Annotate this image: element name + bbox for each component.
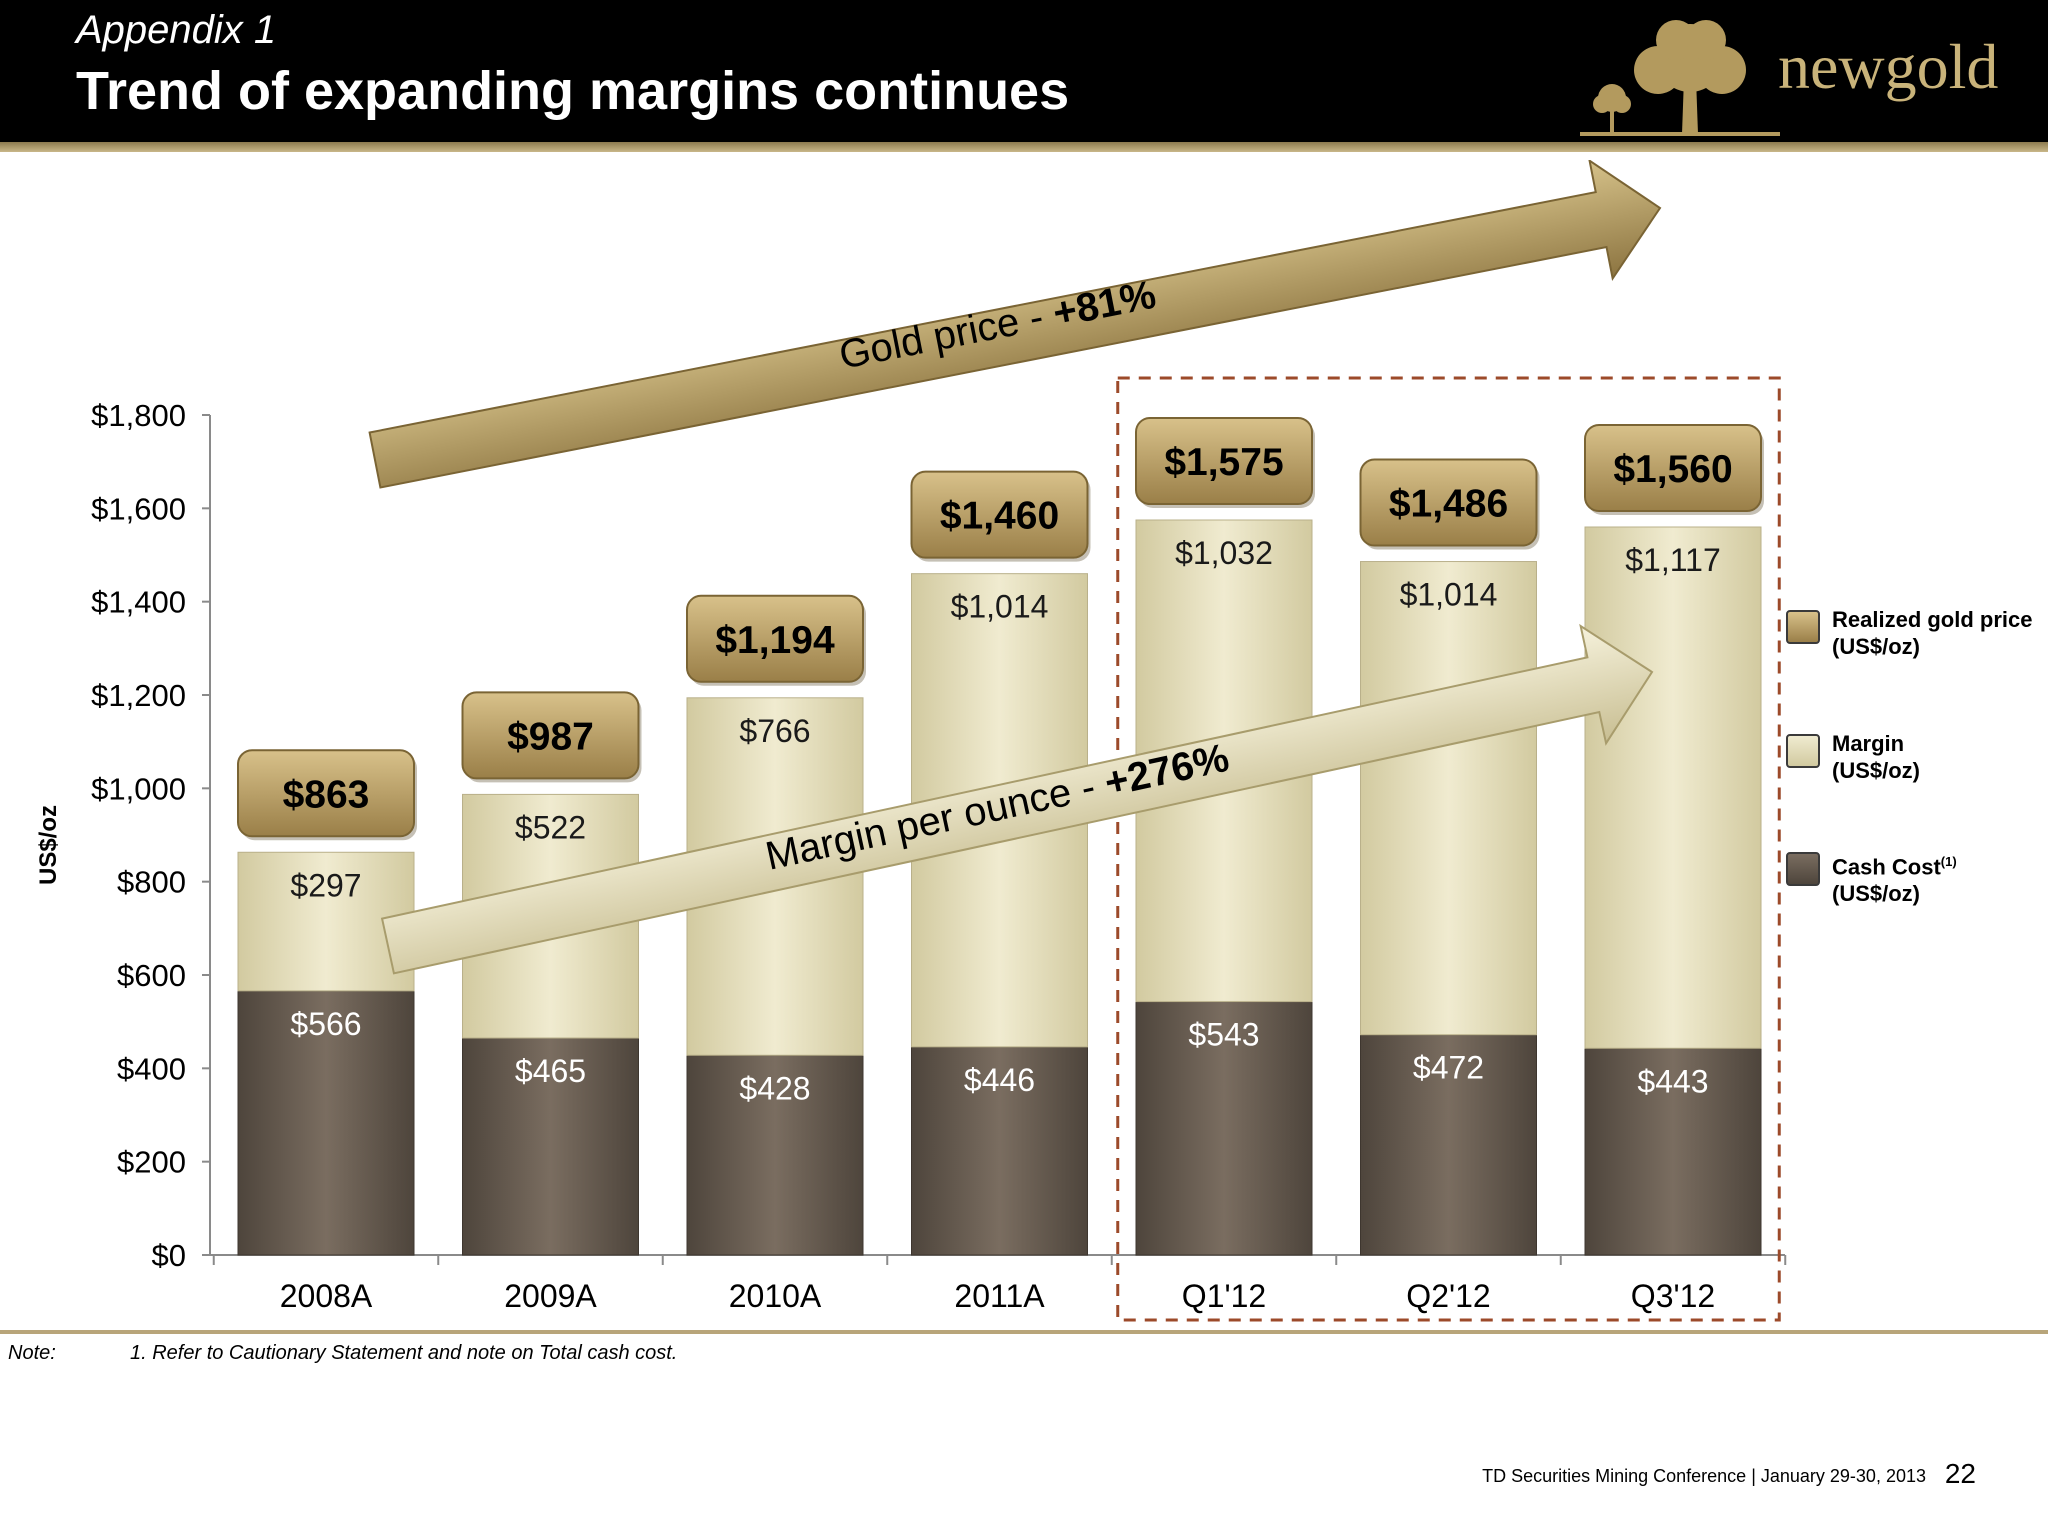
legend-swatch-margin bbox=[1786, 734, 1820, 768]
bar-cash-cost bbox=[1135, 1001, 1313, 1256]
stacked-bar-chart: $0 $200 $400 $600 $800 $1,000 $1,200 $1,400 $1,6… bbox=[35, 160, 1787, 1322]
y-tick-label: $1,400 bbox=[91, 585, 186, 620]
legend-cash-cost-title: Cash Cost bbox=[1832, 854, 1941, 880]
gold-price-arrow-shape bbox=[368, 160, 1662, 489]
cash-cost-value-label: $465 bbox=[515, 1053, 586, 1089]
x-tick-label: Q1'12 bbox=[1182, 1278, 1266, 1314]
bar-cash-cost bbox=[237, 990, 415, 1256]
cash-cost-value-label: $446 bbox=[964, 1062, 1035, 1098]
x-tick-label: Q3'12 bbox=[1631, 1278, 1715, 1314]
y-tick-label: $200 bbox=[117, 1145, 186, 1180]
legend-swatch-gold-price bbox=[1786, 610, 1820, 644]
legend-label-gold-price: Realized gold price (US$/oz) bbox=[1832, 607, 2033, 659]
legend-label-margin: Margin (US$/oz) bbox=[1832, 731, 1920, 783]
margin-arrow-shape bbox=[380, 623, 1654, 975]
total-value-label: $1,460 bbox=[940, 495, 1059, 538]
total-value-label: $1,194 bbox=[715, 619, 835, 662]
margin-value-label: $1,014 bbox=[951, 589, 1049, 625]
margin-value-label: $1,014 bbox=[1400, 577, 1498, 613]
total-value-label: $1,486 bbox=[1389, 483, 1508, 526]
cash-cost-value-label: $543 bbox=[1188, 1017, 1259, 1053]
page-number: 22 bbox=[1944, 1458, 1976, 1489]
cash-cost-value-label: $428 bbox=[739, 1070, 810, 1106]
total-label-box bbox=[1584, 424, 1762, 512]
y-tick-label: $1,000 bbox=[91, 771, 186, 806]
total-label-box bbox=[237, 749, 415, 838]
y-tick-label: $0 bbox=[152, 1238, 186, 1273]
y-tick-label: $800 bbox=[117, 865, 186, 900]
legend-cash-cost-unit: (US$/oz) bbox=[1832, 881, 1920, 907]
gold-price-arrow bbox=[368, 160, 1662, 489]
highlight-dashed-box bbox=[1116, 376, 1781, 1322]
bar-cash-cost bbox=[1584, 1047, 1762, 1256]
legend-swatch-cash-cost bbox=[1786, 852, 1820, 886]
x-tick-label: 2010A bbox=[729, 1278, 822, 1314]
bar-cash-cost bbox=[462, 1037, 639, 1256]
logo-text: newgold bbox=[1778, 31, 1999, 102]
bar-margin bbox=[1360, 561, 1537, 1036]
header-divider bbox=[0, 142, 2048, 152]
y-tick-label: $1,600 bbox=[91, 491, 186, 526]
slide-title: Trend of expanding margins continues bbox=[76, 61, 1070, 121]
header-bar: Appendix 1 Trend of expanding margins co… bbox=[0, 0, 2048, 142]
legend-label-cash-cost: Cash Cost(1) (US$/oz) bbox=[1832, 848, 1957, 907]
bar-cash-cost bbox=[686, 1054, 864, 1256]
note-text: 1. Refer to Cautionary Statement and not… bbox=[130, 1342, 678, 1364]
cash-cost-value-label: $566 bbox=[290, 1006, 361, 1042]
margin-value-label: $297 bbox=[290, 867, 361, 903]
cash-cost-value-label: $443 bbox=[1637, 1063, 1708, 1099]
cash-cost-value-label: $472 bbox=[1413, 1050, 1484, 1086]
footer-divider bbox=[0, 1330, 2048, 1334]
bar-cash-cost bbox=[911, 1046, 1088, 1256]
x-tick-label: 2008A bbox=[280, 1278, 373, 1314]
tree-icon bbox=[1580, 20, 1780, 136]
total-label-box bbox=[686, 594, 864, 683]
note-label: Note: bbox=[8, 1342, 56, 1364]
y-tick-label: $600 bbox=[117, 958, 186, 993]
total-label-box bbox=[910, 470, 1089, 559]
y-tick-label: $400 bbox=[117, 1051, 186, 1086]
y-tick-label: $1,200 bbox=[91, 678, 186, 713]
y-axis-title: US$/oz bbox=[35, 805, 62, 885]
margin-value-label: $522 bbox=[515, 809, 586, 845]
total-value-label: $987 bbox=[507, 715, 594, 758]
total-label-box bbox=[1359, 458, 1538, 547]
appendix-label: Appendix 1 bbox=[76, 8, 277, 52]
margin-value-label: $1,117 bbox=[1625, 542, 1721, 578]
bar-margin bbox=[1584, 526, 1762, 1049]
newgold-logo: newgold bbox=[1580, 18, 2010, 142]
total-value-label: $863 bbox=[283, 773, 370, 816]
x-tick-label: Q2'12 bbox=[1406, 1278, 1490, 1314]
margin-value-label: $1,032 bbox=[1175, 535, 1273, 571]
y-tick-label: $1,800 bbox=[91, 398, 186, 433]
conference-info: TD Securities Mining Conference | Januar… bbox=[1482, 1466, 1926, 1486]
margin-value-label: $766 bbox=[739, 713, 810, 749]
x-tick-label: 2009A bbox=[504, 1278, 597, 1314]
total-label-box bbox=[461, 691, 640, 780]
margin-arrow bbox=[380, 623, 1654, 975]
total-label-box bbox=[1135, 417, 1313, 505]
legend-cash-cost-footnote: (1) bbox=[1940, 854, 1957, 869]
x-tick-label: 2011A bbox=[954, 1278, 1045, 1314]
total-value-label: $1,575 bbox=[1164, 441, 1283, 484]
bar-cash-cost bbox=[1360, 1034, 1537, 1256]
total-value-label: $1,560 bbox=[1613, 448, 1732, 491]
